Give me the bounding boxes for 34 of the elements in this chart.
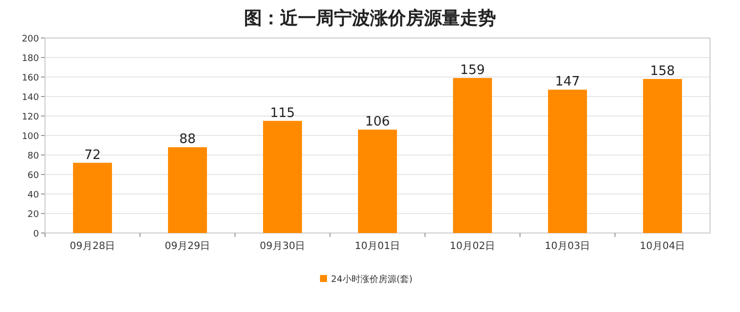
data-label: 88 [179, 132, 196, 148]
y-tick-label: 80 [28, 152, 40, 162]
chart-title: 图：近一周宁波涨价房源量走势 [244, 8, 496, 29]
bar [263, 120, 302, 233]
bar [453, 78, 492, 233]
y-tick-label: 140 [22, 93, 40, 103]
y-tick-label: 0 [33, 230, 40, 240]
data-label: 159 [460, 62, 485, 78]
y-tick-label: 180 [22, 54, 40, 64]
bar [168, 147, 207, 233]
x-tick-label: 10月03日 [544, 241, 590, 252]
y-tick-label: 20 [28, 210, 40, 220]
x-tick-label: 09月29日 [164, 241, 210, 252]
bar [643, 78, 682, 233]
y-tick-label: 40 [28, 190, 40, 200]
y-tick-label: 120 [22, 112, 40, 122]
legend-label: 24小时涨价房源(套) [331, 274, 412, 285]
data-label: 115 [270, 106, 295, 121]
bar [358, 130, 397, 233]
data-label: 147 [555, 74, 580, 90]
x-tick-label: 10月02日 [450, 241, 496, 252]
y-tick-label: 100 [22, 132, 40, 142]
y-tick-label: 60 [28, 171, 40, 181]
x-tick-label: 10月04日 [640, 241, 686, 252]
data-label: 158 [650, 64, 675, 79]
y-tick-label: 160 [22, 74, 40, 84]
x-tick-label: 09月28日 [70, 241, 116, 252]
bar [73, 162, 112, 233]
y-tick-label: 200 [22, 34, 40, 44]
x-tick-label: 09月30日 [260, 241, 306, 252]
data-label: 72 [84, 148, 101, 163]
data-label: 106 [365, 114, 390, 130]
x-tick-label: 10月01日 [354, 241, 400, 252]
bar [548, 90, 587, 233]
